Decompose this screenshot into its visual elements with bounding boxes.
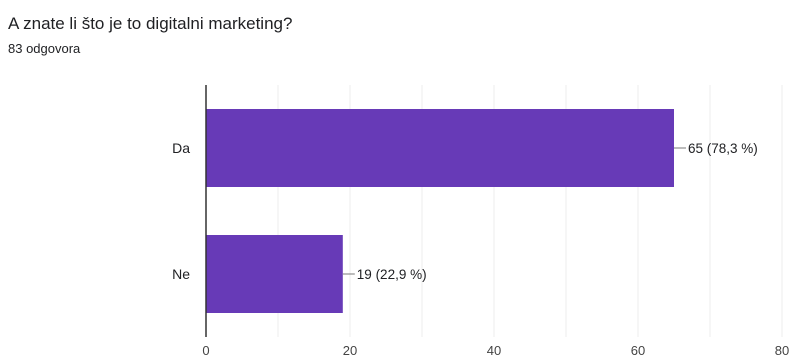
x-tick-label: 60: [631, 343, 645, 355]
question-title: A znate li što je to digitalni marketing…: [8, 14, 293, 33]
bar: [206, 235, 343, 313]
data-label: 19 (22,9 %): [357, 267, 427, 282]
x-tick-label: 80: [775, 343, 789, 355]
category-label: Da: [172, 140, 190, 156]
x-tick-label: 0: [202, 343, 209, 355]
category-label: Ne: [172, 266, 190, 282]
data-label: 65 (78,3 %): [688, 141, 758, 156]
x-tick-label: 40: [487, 343, 501, 355]
x-tick-label: 20: [343, 343, 357, 355]
response-count: 83 odgovora: [8, 41, 81, 56]
bar: [206, 109, 674, 187]
